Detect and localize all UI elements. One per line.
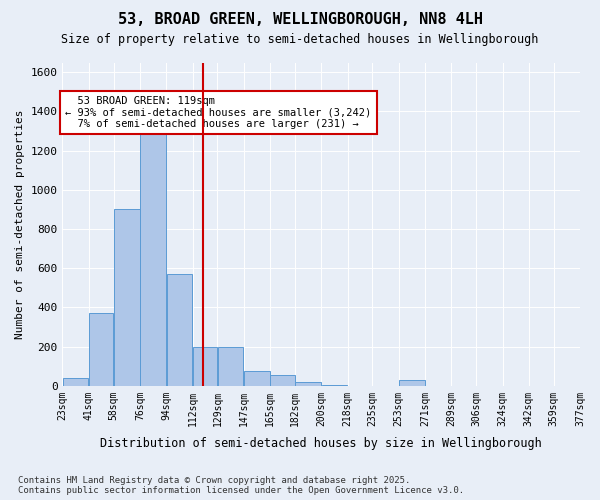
Bar — [167, 274, 192, 386]
Bar — [322, 385, 347, 386]
Bar — [244, 371, 269, 386]
Y-axis label: Number of semi-detached properties: Number of semi-detached properties — [15, 110, 25, 339]
Bar — [140, 131, 166, 386]
Bar — [295, 382, 321, 386]
Bar — [63, 378, 88, 386]
Text: 53 BROAD GREEN: 119sqm
← 93% of semi-detached houses are smaller (3,242)
  7% of: 53 BROAD GREEN: 119sqm ← 93% of semi-det… — [65, 96, 371, 129]
Text: Contains HM Land Registry data © Crown copyright and database right 2025.
Contai: Contains HM Land Registry data © Crown c… — [18, 476, 464, 495]
Bar — [218, 346, 244, 386]
Bar — [89, 314, 113, 386]
Bar — [193, 346, 217, 386]
Text: Size of property relative to semi-detached houses in Wellingborough: Size of property relative to semi-detach… — [61, 32, 539, 46]
X-axis label: Distribution of semi-detached houses by size in Wellingborough: Distribution of semi-detached houses by … — [100, 437, 542, 450]
Text: 53, BROAD GREEN, WELLINGBOROUGH, NN8 4LH: 53, BROAD GREEN, WELLINGBOROUGH, NN8 4LH — [118, 12, 482, 28]
Bar — [399, 380, 425, 386]
Bar — [114, 210, 140, 386]
Bar — [271, 375, 295, 386]
